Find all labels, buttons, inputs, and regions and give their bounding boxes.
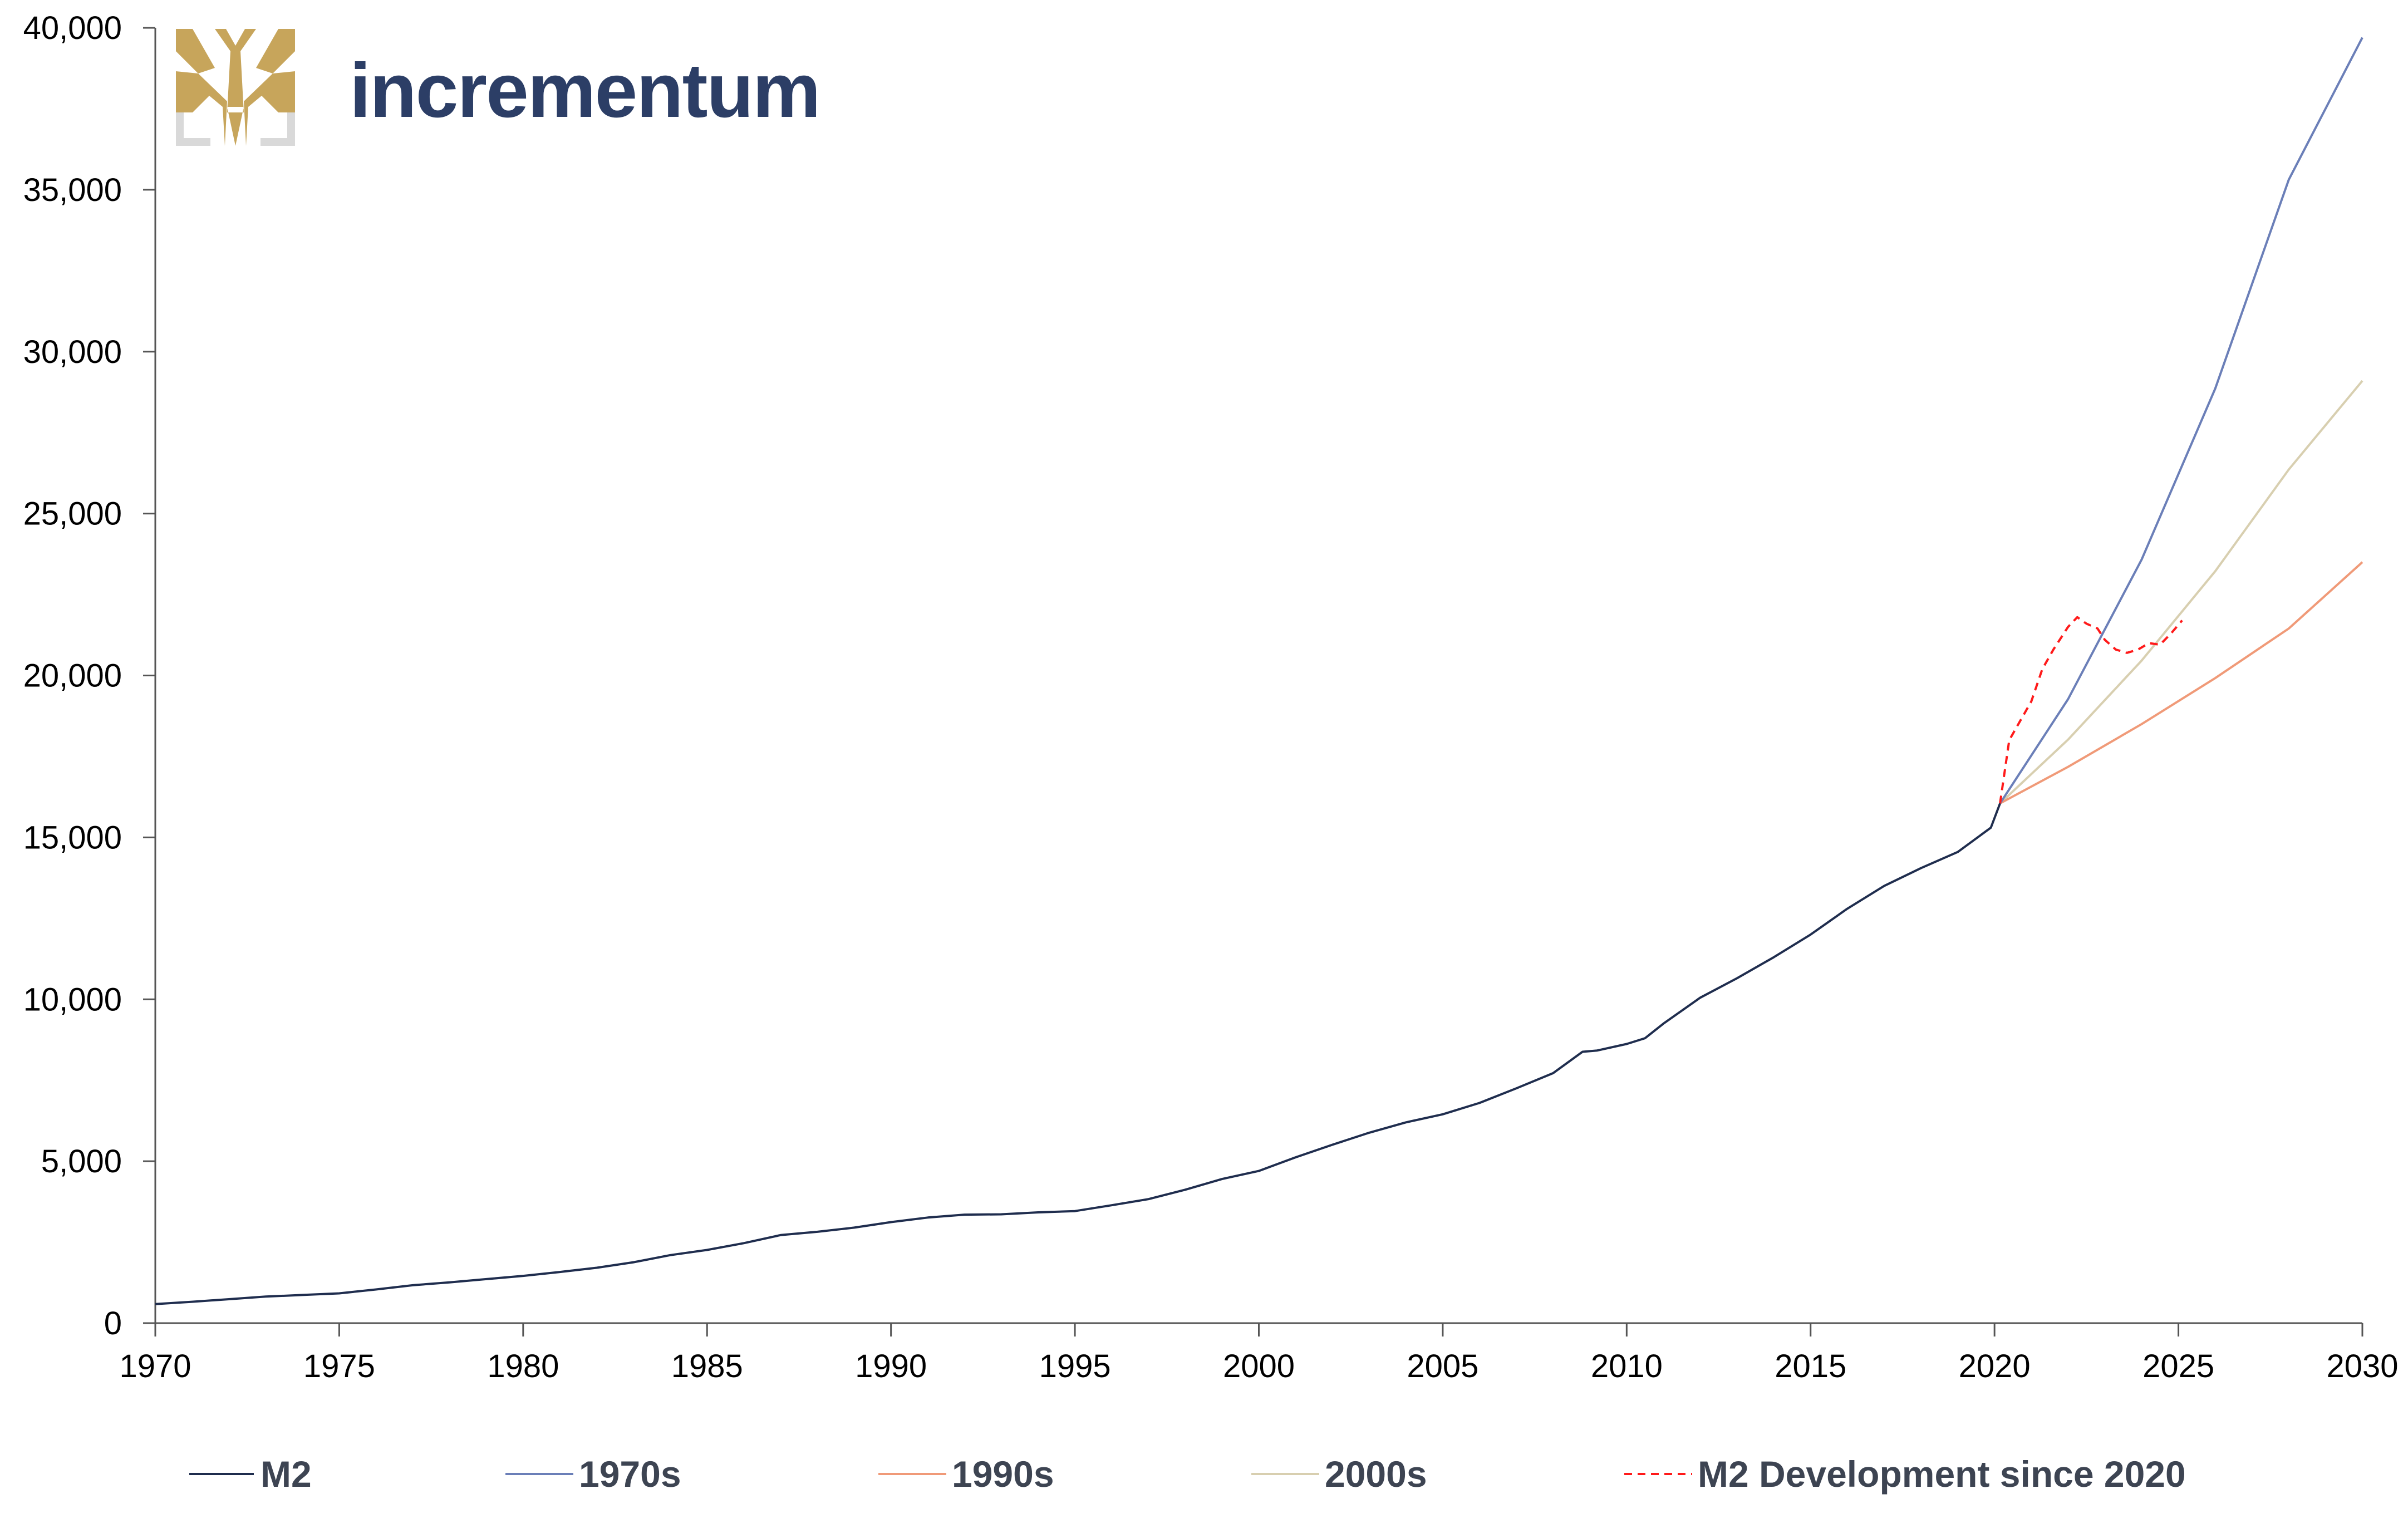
- x-tick-label: 1970: [119, 1348, 191, 1384]
- x-tick-label: 2015: [1775, 1348, 1846, 1384]
- x-tick-label: 1975: [303, 1348, 375, 1384]
- legend-item-1990s: 1990s: [878, 1453, 1054, 1495]
- y-tick-label: 35,000: [23, 172, 122, 208]
- x-tick-label: 1985: [671, 1348, 743, 1384]
- legend-item-m2: M2: [189, 1453, 312, 1495]
- legend-label-m2: M2: [261, 1453, 312, 1495]
- tree-icon: [176, 29, 295, 146]
- legend-label-m2-development: M2 Development since 2020: [1698, 1453, 2186, 1495]
- legend-item-m2-development: M2 Development since 2020: [1624, 1453, 2186, 1495]
- legend-item-1970s: 1970s: [505, 1453, 681, 1495]
- series-m2-line: [155, 803, 2001, 1305]
- y-tick-label: 30,000: [23, 334, 122, 370]
- x-tick-label: 1980: [487, 1348, 559, 1384]
- y-tick-label: 0: [104, 1305, 122, 1342]
- x-tick-label: 2010: [1591, 1348, 1663, 1384]
- y-tick-label: 25,000: [23, 496, 122, 532]
- legend-label-1990s: 1990s: [952, 1453, 1054, 1495]
- legend-label-1970s: 1970s: [579, 1453, 681, 1495]
- legend-label-2000s: 2000s: [1325, 1453, 1427, 1495]
- y-tick-label: 40,000: [23, 10, 122, 46]
- y-tick-label: 10,000: [23, 981, 122, 1018]
- legend: M2 1970s 1990s 2000s M2 Development sinc…: [189, 1453, 2186, 1495]
- x-tick-label: 2020: [1959, 1348, 2031, 1384]
- plot-series: [155, 37, 2363, 1305]
- x-tick-label: 2025: [2142, 1348, 2214, 1384]
- y-axis-ticks: 0 5,000 10,000 15,000 20,000 25,000 30,000 35,0…: [23, 10, 155, 1342]
- brand-name: incrementum: [350, 48, 820, 134]
- series-2000s-projection-line: [1999, 380, 2363, 804]
- legend-item-2000s: 2000s: [1251, 1453, 1427, 1495]
- axes: [154, 28, 2362, 1324]
- x-axis-ticks: 1970 1975 1980 1985 1990 1995 2000 2005 2010 2015…: [119, 1323, 2399, 1384]
- x-tick-label: 2030: [2326, 1348, 2398, 1384]
- x-tick-label: 1995: [1039, 1348, 1111, 1384]
- series-m2-development-line: [1999, 616, 2183, 804]
- series-1970s-projection-line: [1999, 37, 2363, 804]
- x-tick-label: 2000: [1223, 1348, 1295, 1384]
- x-tick-label: 1990: [855, 1348, 927, 1384]
- logo: incrementum: [176, 29, 821, 146]
- x-tick-label: 2005: [1407, 1348, 1478, 1384]
- y-tick-label: 5,000: [41, 1143, 122, 1180]
- y-tick-label: 20,000: [23, 658, 122, 694]
- y-tick-label: 15,000: [23, 819, 122, 856]
- series-1990s-projection-line: [1999, 561, 2363, 805]
